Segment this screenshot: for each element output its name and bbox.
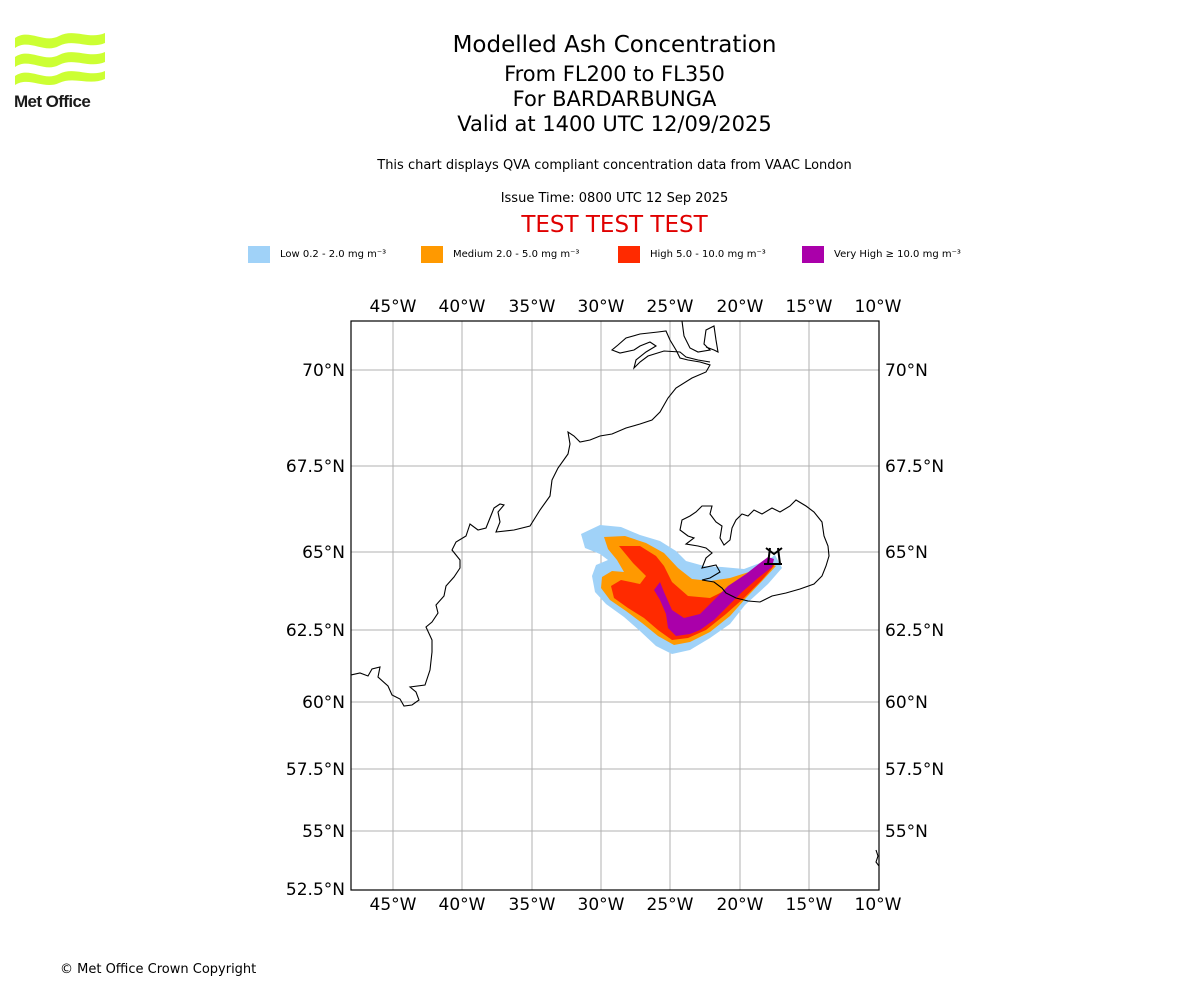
lat-ticks-left: 70°N 67.5°N 65°N 62.5°N 60°N 57.5°N 55°N… bbox=[286, 361, 345, 900]
legend-swatch-medium bbox=[421, 245, 443, 263]
lon-tick-bottom-35w: 35°W bbox=[509, 895, 556, 915]
lon-tick-bottom-45w: 45°W bbox=[370, 895, 417, 915]
lon-tick-top-15w: 15°W bbox=[786, 297, 833, 317]
legend-label-low: Low 0.2 - 2.0 mg m⁻³ bbox=[280, 248, 387, 260]
title-line-2: From FL200 to FL350 bbox=[504, 62, 725, 86]
chart-subtitle: This chart displays QVA compliant concen… bbox=[377, 158, 852, 173]
legend-label-medium: Medium 2.0 - 5.0 mg m⁻³ bbox=[453, 248, 580, 260]
title-line-3: For BARDARBUNGA bbox=[512, 87, 717, 111]
legend-item-low: Low 0.2 - 2.0 mg m⁻³ bbox=[248, 244, 386, 264]
issue-time: Issue Time: 0800 UTC 12 Sep 2025 bbox=[500, 191, 729, 206]
lat-tick-left-67n: 67.5°N bbox=[286, 457, 345, 477]
lon-tick-bottom-30w: 30°W bbox=[578, 895, 625, 915]
map-gridlines bbox=[351, 321, 879, 890]
ash-plume-high bbox=[611, 546, 774, 640]
lon-tick-bottom-20w: 20°W bbox=[717, 895, 764, 915]
lat-tick-right-62n: 62.5°N bbox=[885, 621, 944, 641]
copyright: © Met Office Crown Copyright bbox=[60, 962, 257, 977]
test-banner: TEST TEST TEST bbox=[521, 212, 708, 238]
iceland-coastline bbox=[679, 499, 830, 603]
lat-tick-left-52n: 52.5°N bbox=[286, 880, 345, 900]
legend-label-very-high: Very High ≥ 10.0 mg m⁻³ bbox=[834, 248, 961, 260]
legend-item-very-high: Very High ≥ 10.0 mg m⁻³ bbox=[802, 244, 961, 264]
title-line-4: Valid at 1400 UTC 12/09/2025 bbox=[457, 112, 772, 136]
lat-tick-right-67n: 67.5°N bbox=[885, 457, 944, 477]
legend-item-medium: Medium 2.0 - 5.0 mg m⁻³ bbox=[421, 244, 579, 264]
lat-tick-left-55n: 55°N bbox=[302, 822, 345, 842]
greenland-coastline bbox=[351, 330, 711, 707]
lon-tick-top-45w: 45°W bbox=[370, 297, 417, 317]
lon-tick-top-10w: 10°W bbox=[855, 297, 902, 317]
lon-tick-top-30w: 30°W bbox=[578, 297, 625, 317]
lon-tick-bottom-40w: 40°W bbox=[439, 895, 486, 915]
volcano-triangle bbox=[764, 547, 783, 565]
lat-tick-right-60n: 60°N bbox=[885, 693, 928, 713]
lon-tick-top-20w: 20°W bbox=[717, 297, 764, 317]
lat-tick-right-70n: 70°N bbox=[885, 361, 928, 381]
lon-ticks-bottom: 45°W 40°W 35°W 30°W 25°W 20°W 15°W 10°W bbox=[370, 895, 902, 915]
lat-tick-left-65n: 65°N bbox=[302, 543, 345, 563]
lat-tick-right-65n: 65°N bbox=[885, 543, 928, 563]
legend-swatch-low bbox=[248, 245, 270, 263]
legend: Low 0.2 - 2.0 mg m⁻³ Medium 2.0 - 5.0 mg… bbox=[0, 244, 1200, 264]
lat-tick-left-62n: 62.5°N bbox=[286, 621, 345, 641]
lon-tick-top-35w: 35°W bbox=[509, 297, 556, 317]
lat-tick-left-60n: 60°N bbox=[302, 693, 345, 713]
lon-tick-bottom-15w: 15°W bbox=[786, 895, 833, 915]
lat-tick-left-57n: 57.5°N bbox=[286, 760, 345, 780]
lon-tick-top-25w: 25°W bbox=[647, 297, 694, 317]
lat-tick-left-70n: 70°N bbox=[302, 361, 345, 381]
lon-ticks-top: 45°W 40°W 35°W 30°W 25°W 20°W 15°W 10°W bbox=[370, 297, 902, 317]
chart-title: Modelled Ash Concentration From FL200 to… bbox=[0, 28, 1200, 137]
lat-ticks-right: 70°N 67.5°N 65°N 62.5°N 60°N 57.5°N 55°N bbox=[885, 361, 944, 842]
map-frame bbox=[350, 320, 880, 891]
lon-tick-bottom-25w: 25°W bbox=[647, 895, 694, 915]
ash-plume bbox=[581, 525, 782, 654]
lat-tick-right-57n: 57.5°N bbox=[885, 760, 944, 780]
lat-tick-right-55n: 55°N bbox=[885, 822, 928, 842]
legend-item-high: High 5.0 - 10.0 mg m⁻³ bbox=[618, 244, 766, 264]
legend-swatch-very-high bbox=[802, 245, 824, 263]
title-line-1: Modelled Ash Concentration bbox=[452, 32, 777, 58]
faroe-islands-coastline bbox=[875, 849, 879, 867]
met-office-logo-waves bbox=[15, 33, 105, 86]
lon-tick-bottom-10w: 10°W bbox=[855, 895, 902, 915]
met-office-logo: Met Office bbox=[14, 30, 109, 112]
legend-label-high: High 5.0 - 10.0 mg m⁻³ bbox=[650, 248, 766, 260]
logo-text: Met Office bbox=[14, 92, 91, 111]
coastlines bbox=[351, 321, 879, 867]
greenland-north-coastline bbox=[681, 321, 719, 353]
ash-plume-very-high bbox=[654, 557, 774, 636]
legend-swatch-high bbox=[618, 245, 640, 263]
lon-tick-top-40w: 40°W bbox=[439, 297, 486, 317]
